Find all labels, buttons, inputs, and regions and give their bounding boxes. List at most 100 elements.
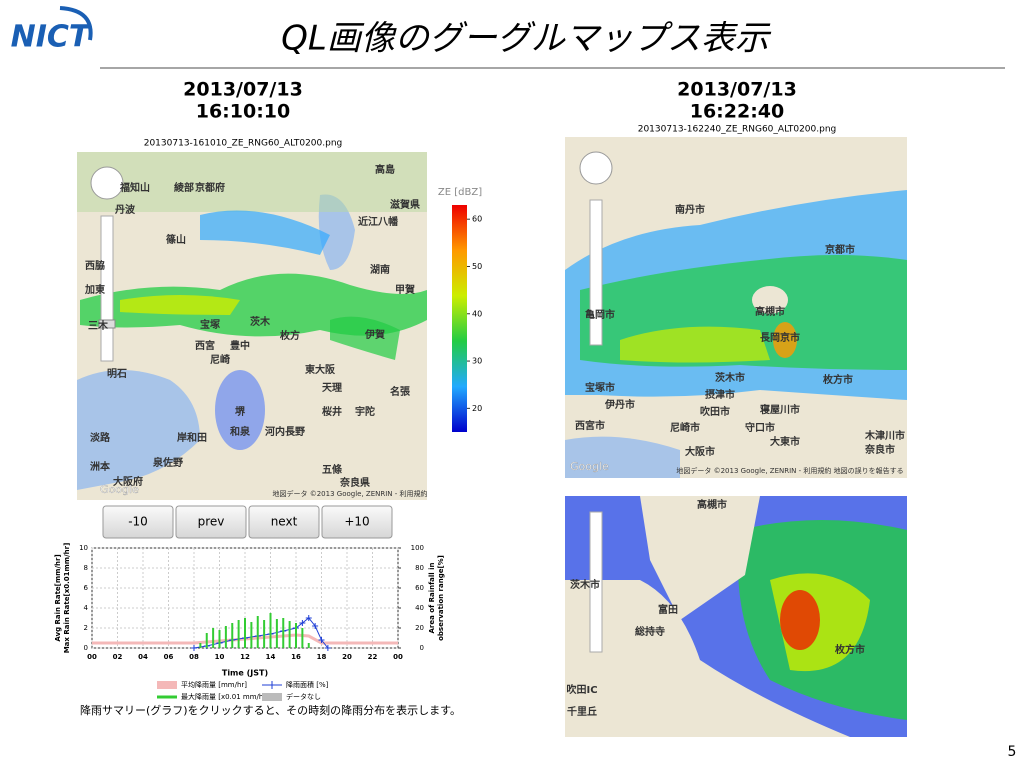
- map-label: 西宮市: [575, 419, 605, 432]
- map-label: 甲賀: [395, 283, 415, 296]
- y2-axis-label: observation range[%]: [437, 555, 445, 641]
- legend-swatch: [157, 681, 177, 689]
- nav-button-label[interactable]: +10: [344, 515, 369, 529]
- x-tick-label: 00: [393, 653, 403, 661]
- legend-label: 最大降雨量 [x0.01 mm/hr]: [181, 692, 269, 701]
- map-label: 豊中: [230, 339, 250, 352]
- x-tick-label: 08: [189, 653, 199, 661]
- map-label: 高槻市: [755, 305, 785, 318]
- x-tick-label: 16: [291, 653, 301, 661]
- legend-label: 降雨面積 [%]: [286, 680, 329, 689]
- map-label: 千里丘: [567, 705, 597, 718]
- map-label: 篠山: [166, 233, 186, 246]
- left-date: 2013/07/13: [183, 79, 303, 101]
- map-label: 宝塚: [200, 318, 220, 331]
- map-label: 茨木市: [570, 578, 600, 591]
- map-label: 吹田市: [700, 405, 730, 418]
- y-tick-label: 10: [79, 544, 88, 552]
- map-label: 岸和田: [177, 431, 207, 444]
- legend-swatch: [157, 695, 177, 699]
- map-label: 尼崎: [210, 353, 230, 366]
- y2-axis-label: Area of Rainfall in: [428, 563, 436, 634]
- map-label: 湖南: [370, 263, 390, 276]
- map-credit: 地図データ ©2013 Google, ZENRIN - 利用規約 地図の誤りを…: [676, 466, 903, 475]
- nav-button-label[interactable]: next: [271, 515, 298, 529]
- x-tick-label: 14: [266, 653, 276, 661]
- nav-button-label[interactable]: prev: [198, 515, 225, 529]
- nav-button[interactable]: [102, 505, 174, 539]
- colorbar-tick-label: 60: [472, 215, 482, 224]
- page-number: 5: [1008, 744, 1017, 760]
- y-tick-label: 2: [84, 624, 88, 632]
- left-map[interactable]: [77, 152, 427, 500]
- map-label: 守口市: [745, 421, 775, 434]
- left-time: 16:10:10: [196, 101, 291, 123]
- colorbar-tick-label: 50: [472, 262, 482, 271]
- y2-tick-label: 40: [415, 604, 424, 612]
- legend-swatch: [262, 681, 282, 689]
- y-axis-label: Avg Rain Rate[mm/hr]: [54, 554, 62, 641]
- map-label: 茨木: [250, 315, 271, 328]
- slide-title: QL画像のグーグルマップス表示: [281, 19, 772, 59]
- zoom-map[interactable]: [565, 496, 907, 737]
- nav-button[interactable]: [175, 505, 247, 539]
- map-label: 東大阪: [305, 363, 336, 376]
- nav-button-label[interactable]: -10: [128, 515, 148, 529]
- map-label: 茨木市: [715, 371, 745, 384]
- colorbar-label: ZE [dBZ]: [438, 187, 482, 198]
- map-label: 堺: [235, 405, 246, 418]
- rain-area-marker: [324, 645, 331, 651]
- nav-button[interactable]: [321, 505, 393, 539]
- left-zoom[interactable]: [90, 166, 124, 362]
- map-label: 奈良県: [339, 476, 370, 489]
- map-label: 寝屋川市: [760, 403, 800, 416]
- x-tick-label: 12: [240, 653, 250, 661]
- map-label: 高槻市: [697, 498, 727, 511]
- map-label: 西宮: [195, 339, 215, 352]
- y-axis-label: Max Rain Rate[x0.01mm/hr]: [63, 543, 71, 654]
- y2-tick-label: 80: [415, 564, 424, 572]
- map-label: 西脇: [85, 259, 105, 272]
- x-tick-label: 18: [317, 653, 327, 661]
- y-tick-label: 4: [84, 604, 89, 612]
- x-tick-label: 20: [342, 653, 352, 661]
- y-tick-label: 0: [84, 644, 88, 652]
- map-label: 枚方: [280, 329, 300, 342]
- zoom-slider[interactable]: [589, 511, 603, 653]
- map-label: 天理: [322, 382, 342, 394]
- rain-area-marker: [299, 620, 306, 626]
- map-label: 総持寺: [635, 625, 665, 638]
- map-label: 吹田IC: [566, 683, 597, 696]
- map-label: 泉佐野: [152, 456, 183, 469]
- x-tick-label: 02: [113, 653, 123, 661]
- legend-label: データなし: [286, 692, 321, 701]
- map-label: 伊丹市: [604, 398, 635, 411]
- map-label: 枚方市: [823, 373, 853, 386]
- nav-button[interactable]: [248, 505, 320, 539]
- right-map[interactable]: [565, 137, 907, 478]
- map-label: 福知山: [119, 181, 150, 194]
- rain-area-marker: [318, 637, 325, 643]
- caption: 降雨サマリー(グラフ)をクリックすると、その時刻の降雨分布を表示します。: [80, 703, 461, 717]
- map-label: 和泉: [229, 425, 251, 438]
- x-tick-label: 00: [87, 653, 97, 661]
- right-zoom[interactable]: [579, 151, 613, 346]
- y2-tick-label: 20: [415, 624, 424, 632]
- right-date: 2013/07/13: [677, 79, 797, 101]
- colorbar-tick-label: 30: [472, 357, 482, 366]
- legend-label: 平均降雨量 [mm/hr]: [181, 680, 247, 689]
- x-tick-label: 06: [164, 653, 174, 661]
- map-label: 滋賀県: [390, 198, 420, 211]
- map-credit: 地図データ ©2013 Google, ZENRIN - 利用規約: [273, 489, 428, 498]
- google-logo: Google: [570, 460, 609, 473]
- x-axis-label: Time (JST): [222, 669, 268, 678]
- map-label: 大東市: [770, 435, 800, 448]
- map-label: 伊賀: [364, 328, 385, 341]
- map-label: 木津川市: [864, 429, 905, 442]
- google-logo: Google: [100, 483, 139, 496]
- map-label: 亀岡市: [585, 308, 615, 321]
- map-label: 南丹市: [675, 203, 705, 216]
- map-label: 大阪市: [685, 445, 715, 458]
- left-filename: 20130713-161010_ZE_RNG60_ALT0200.png: [144, 139, 343, 149]
